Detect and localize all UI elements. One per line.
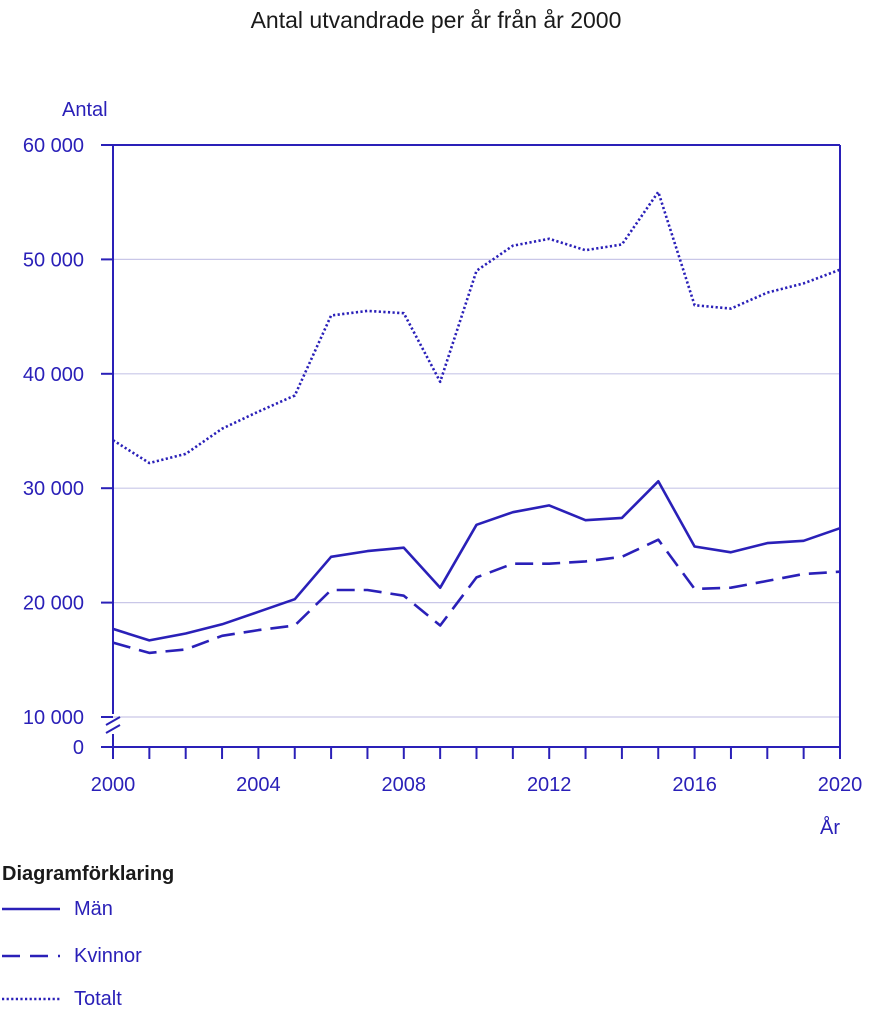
axis-break-gap (105, 718, 121, 732)
axis-break-slash (105, 716, 121, 726)
series-line-kvinnor (112, 538, 841, 655)
y-tick-label: 10 000 (23, 707, 84, 729)
x-axis-label: År (820, 816, 840, 839)
legend-label: Män (74, 898, 113, 920)
x-axis-ticks: 2000 2004 2008 2012 2016 2020 (91, 747, 863, 796)
y-tick-label: 40 000 (23, 364, 84, 386)
x-tick-label: 2016 (672, 774, 717, 796)
x-tick-label: 2004 (236, 774, 281, 796)
x-tick-label: 2012 (527, 774, 572, 796)
y-tick-label: 50 000 (23, 249, 84, 271)
axis-break-marker (105, 716, 121, 734)
y-axis-ticks: 0 10 000 20 000 30 000 40 000 50 000 60 000 (23, 135, 113, 759)
grid-lines (113, 258, 840, 718)
legend-label: Totalt (74, 988, 122, 1010)
axis-break-slash (105, 724, 121, 734)
x-tick-label: 2020 (818, 774, 863, 796)
legend-label: Kvinnor (74, 945, 142, 967)
y-tick-label: 20 000 (23, 593, 84, 615)
y-axis-label: Antal (62, 99, 108, 121)
y-tick-label: 0 (73, 737, 84, 759)
x-tick-label: 2000 (91, 774, 136, 796)
legend-title: Diagramförklaring (2, 863, 174, 885)
x-tick-label: 2008 (382, 774, 427, 796)
chart-title: Antal utvandrade per år från år 2000 (251, 7, 622, 33)
series-lines (112, 190, 841, 655)
legend: Diagramförklaring Män Kvinnor Totalt (2, 863, 174, 1010)
plot-frame (112, 144, 841, 748)
series-line-totalt (112, 190, 841, 465)
y-tick-label: 30 000 (23, 478, 84, 500)
y-tick-label: 60 000 (23, 135, 84, 157)
series-line-m-n (112, 479, 841, 642)
